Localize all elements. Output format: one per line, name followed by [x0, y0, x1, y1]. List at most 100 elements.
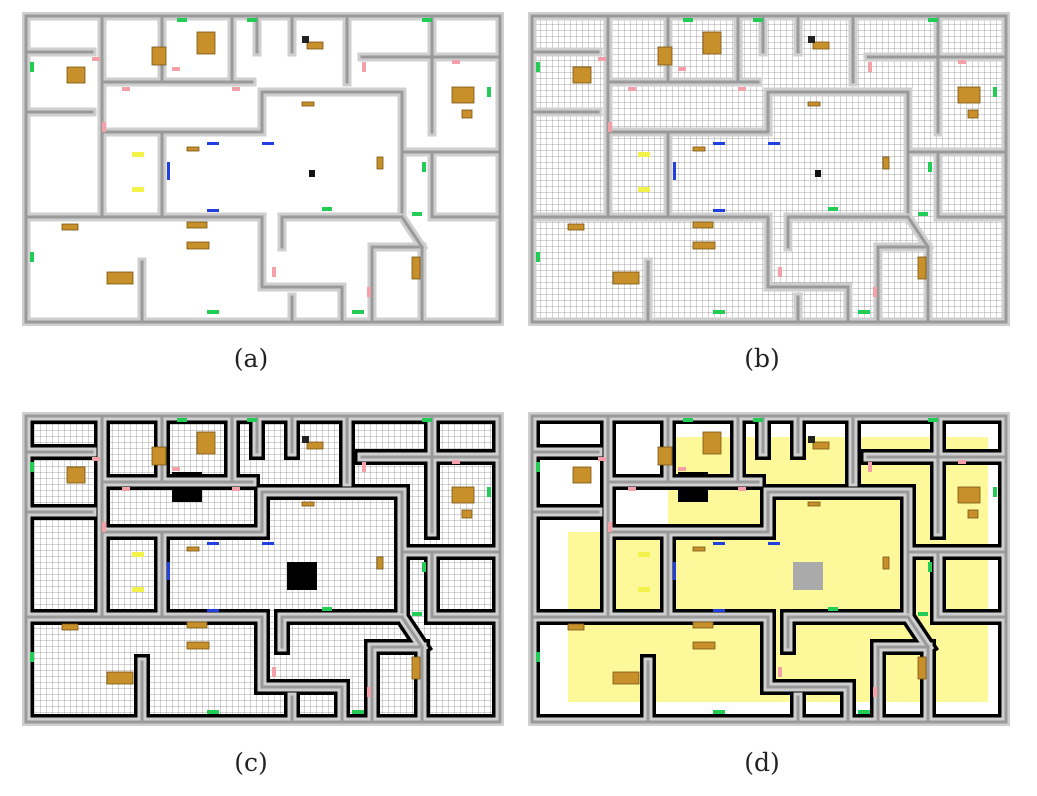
furniture-icon — [306, 41, 324, 50]
door-marker-icon — [262, 142, 274, 145]
furniture-icon — [692, 146, 706, 152]
door-marker-icon — [958, 60, 966, 64]
door-marker-icon — [536, 252, 540, 262]
door-marker-icon — [30, 252, 34, 262]
door-marker-icon — [352, 310, 364, 314]
floorplan-d — [528, 412, 1010, 726]
furniture-icon — [451, 486, 475, 504]
wall-top — [399, 214, 425, 250]
furniture-icon — [807, 101, 821, 107]
furniture-icon — [967, 509, 979, 519]
furniture-icon — [567, 223, 585, 231]
door-marker-icon — [768, 542, 780, 545]
furniture-icon — [151, 46, 167, 66]
door-marker-icon — [713, 310, 725, 314]
furniture-icon — [612, 671, 640, 685]
door-marker-icon — [262, 542, 274, 545]
door-marker-icon — [172, 467, 180, 471]
furniture-icon — [812, 441, 830, 450]
furniture-icon — [411, 256, 421, 280]
floorplan-b — [528, 12, 1010, 326]
caption-a: (a) — [233, 344, 269, 373]
door-marker-icon — [122, 487, 130, 491]
door-marker-icon — [536, 62, 540, 72]
door-marker-icon — [92, 57, 100, 61]
furniture-icon — [882, 556, 890, 570]
furniture-icon — [692, 641, 716, 650]
door-marker-icon — [928, 18, 938, 22]
furniture-icon — [61, 223, 79, 231]
door-marker-icon — [608, 122, 612, 132]
door-marker-icon — [322, 607, 332, 611]
door-marker-icon — [207, 710, 219, 714]
door-marker-icon — [352, 710, 364, 714]
furniture-icon — [196, 31, 216, 55]
caption-b: (b) — [744, 344, 780, 373]
furniture-icon — [186, 621, 208, 629]
furniture-icon — [692, 241, 716, 250]
robot-icon — [302, 36, 309, 43]
door-marker-icon — [132, 152, 144, 157]
floorplan-c — [22, 412, 504, 726]
door-marker-icon — [177, 418, 187, 422]
furniture-icon — [917, 656, 927, 680]
door-marker-icon — [928, 162, 932, 172]
robot-icon — [808, 36, 815, 43]
furniture-icon — [106, 671, 134, 685]
furniture-icon — [657, 446, 673, 466]
door-marker-icon — [207, 609, 219, 612]
door-marker-icon — [207, 209, 219, 212]
robot-icon — [808, 436, 815, 443]
door-marker-icon — [828, 207, 838, 211]
furniture-icon — [657, 46, 673, 66]
door-marker-icon — [487, 487, 491, 497]
furniture-icon — [461, 109, 473, 119]
door-marker-icon — [713, 542, 725, 545]
furniture-icon — [917, 256, 927, 280]
obstacle-block — [287, 562, 317, 590]
furniture-icon — [196, 431, 216, 455]
door-marker-icon — [918, 612, 928, 616]
door-marker-icon — [452, 60, 460, 64]
furniture-icon — [882, 156, 890, 170]
door-marker-icon — [177, 18, 187, 22]
door-marker-icon — [678, 67, 686, 71]
door-marker-icon — [30, 62, 34, 72]
furniture-icon — [186, 641, 210, 650]
centre-marker — [815, 170, 821, 177]
door-marker-icon — [858, 310, 870, 314]
door-marker-icon — [207, 310, 219, 314]
door-marker-icon — [362, 462, 366, 472]
furniture-icon — [186, 146, 200, 152]
door-marker-icon — [678, 467, 686, 471]
door-marker-icon — [713, 209, 725, 212]
furniture-icon — [186, 546, 200, 552]
door-marker-icon — [638, 587, 650, 592]
door-marker-icon — [958, 460, 966, 464]
centre-marker — [309, 170, 315, 177]
door-marker-icon — [993, 487, 997, 497]
door-marker-icon — [868, 62, 872, 72]
door-marker-icon — [232, 87, 240, 91]
furniture-icon — [702, 431, 722, 455]
furniture-icon — [957, 86, 981, 104]
furniture-icon — [151, 446, 167, 466]
door-marker-icon — [628, 487, 636, 491]
door-marker-icon — [367, 687, 371, 697]
door-marker-icon — [422, 418, 432, 422]
furniture-icon — [186, 241, 210, 250]
door-marker-icon — [778, 667, 782, 677]
door-marker-icon — [778, 267, 782, 277]
door-marker-icon — [768, 142, 780, 145]
door-marker-icon — [367, 287, 371, 297]
door-marker-icon — [30, 462, 34, 472]
furniture-icon — [376, 156, 384, 170]
door-marker-icon — [412, 212, 422, 216]
door-marker-icon — [598, 57, 606, 61]
door-marker-icon — [873, 687, 877, 697]
door-marker-icon — [628, 87, 636, 91]
furniture-icon — [186, 221, 208, 229]
door-marker-icon — [102, 522, 106, 532]
furniture-icon — [957, 486, 981, 504]
furniture-icon — [692, 546, 706, 552]
